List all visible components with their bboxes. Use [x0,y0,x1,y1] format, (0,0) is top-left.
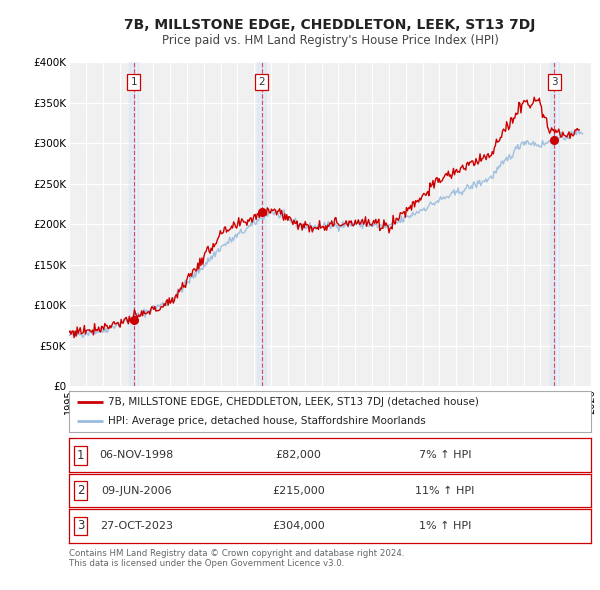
Text: 7% ↑ HPI: 7% ↑ HPI [419,450,471,460]
Text: 11% ↑ HPI: 11% ↑ HPI [415,486,475,496]
Text: 7B, MILLSTONE EDGE, CHEDDLETON, LEEK, ST13 7DJ: 7B, MILLSTONE EDGE, CHEDDLETON, LEEK, ST… [124,18,536,32]
Text: Contains HM Land Registry data © Crown copyright and database right 2024.
This d: Contains HM Land Registry data © Crown c… [69,549,404,568]
Text: £304,000: £304,000 [272,521,325,531]
Text: 1: 1 [77,448,84,462]
Text: 2: 2 [77,484,84,497]
Bar [130,62,138,386]
Text: 1% ↑ HPI: 1% ↑ HPI [419,521,471,531]
Text: 7B, MILLSTONE EDGE, CHEDDLETON, LEEK, ST13 7DJ (detached house): 7B, MILLSTONE EDGE, CHEDDLETON, LEEK, ST… [108,397,479,407]
Text: Price paid vs. HM Land Registry's House Price Index (HPI): Price paid vs. HM Land Registry's House … [161,34,499,47]
Text: 09-JUN-2006: 09-JUN-2006 [101,486,172,496]
Text: 3: 3 [77,519,84,533]
Text: £82,000: £82,000 [276,450,322,460]
Bar [550,62,559,386]
Text: £215,000: £215,000 [272,486,325,496]
Text: 3: 3 [551,77,557,87]
Text: 06-NOV-1998: 06-NOV-1998 [100,450,174,460]
Text: 27-OCT-2023: 27-OCT-2023 [100,521,173,531]
Text: 1: 1 [130,77,137,87]
Text: 2: 2 [259,77,265,87]
Bar [257,62,266,386]
Text: HPI: Average price, detached house, Staffordshire Moorlands: HPI: Average price, detached house, Staf… [108,417,426,427]
